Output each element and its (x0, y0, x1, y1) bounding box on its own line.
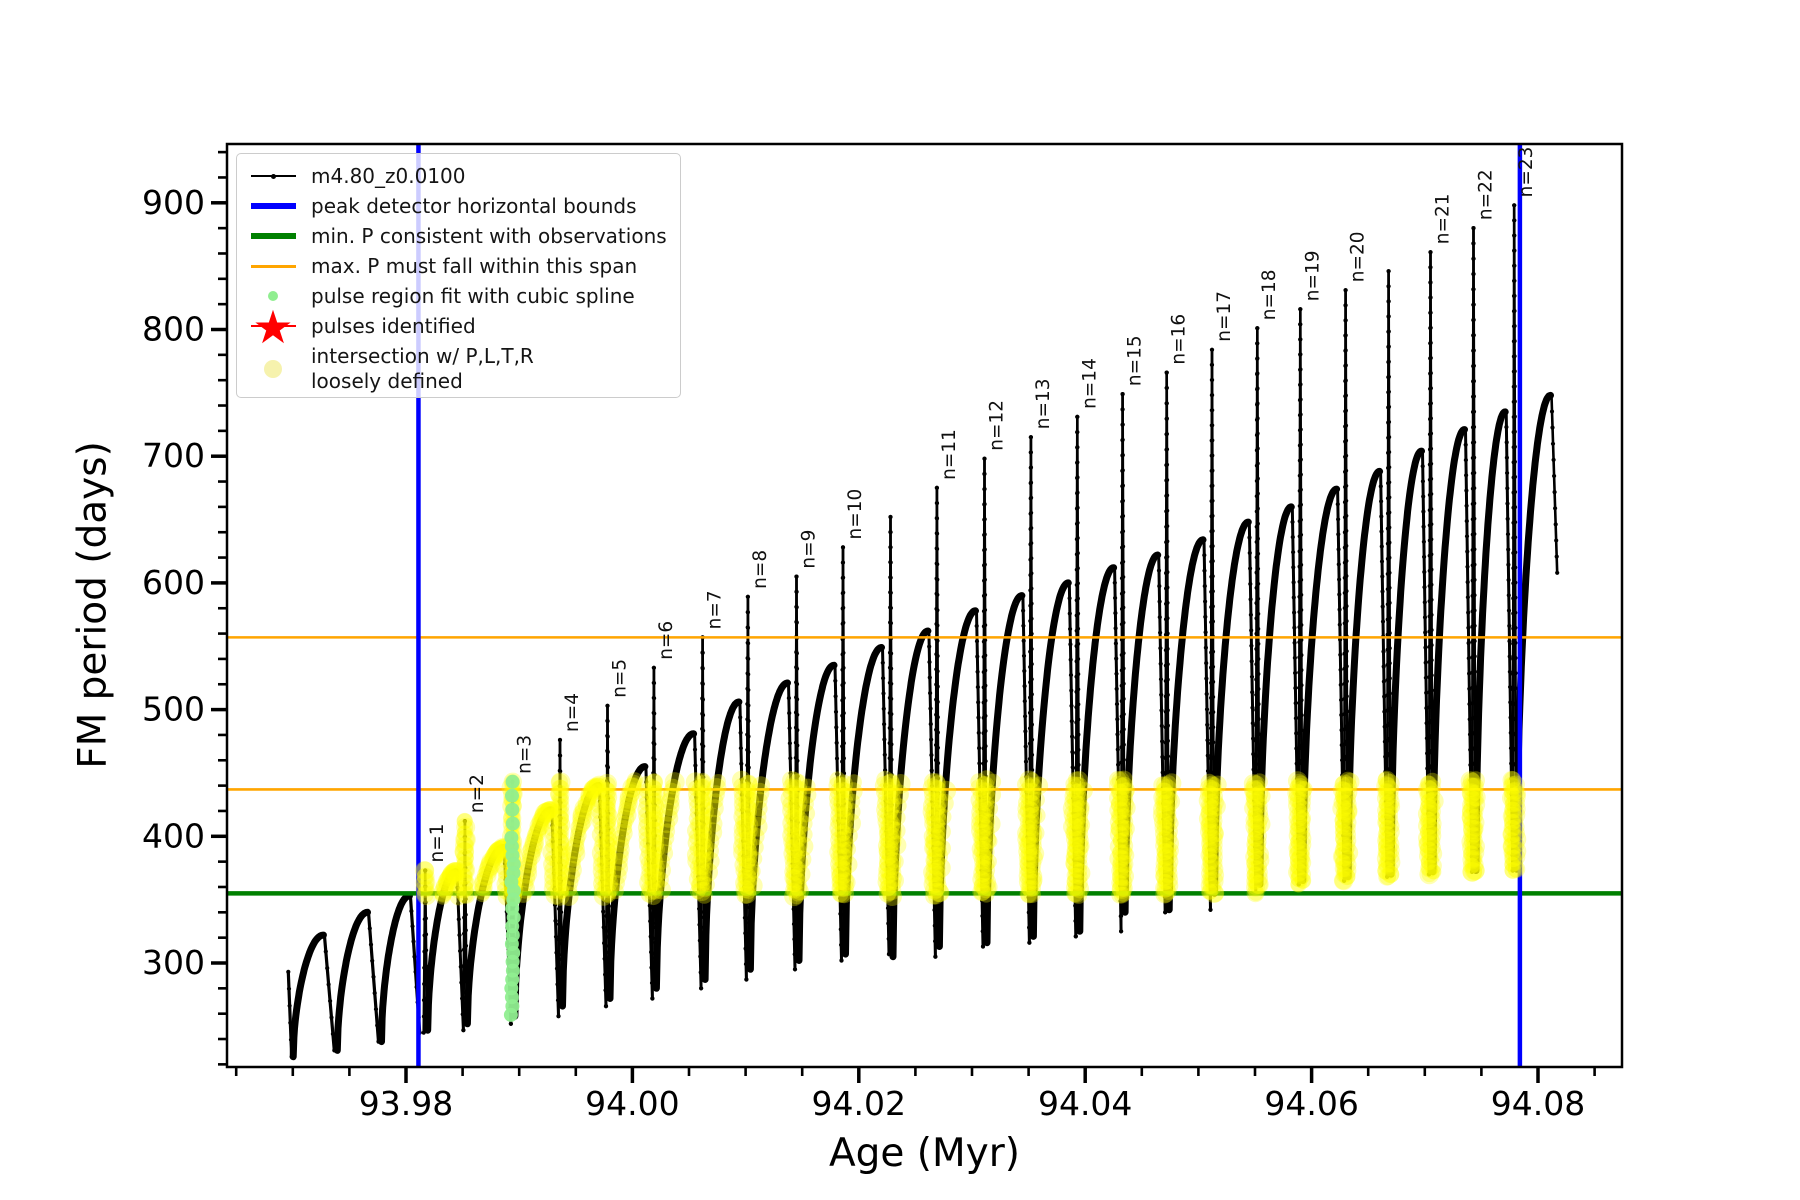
legend-entry-peak-bounds: peak detector horizontal bounds (245, 191, 670, 221)
legend-label: m4.80_z0.0100 (311, 163, 466, 188)
svg-text:n=17: n=17 (1214, 291, 1235, 342)
legend-label: pulses identified (311, 313, 476, 338)
legend-label: pulse region fit with cubic spline (311, 283, 635, 308)
legend-label: min. P consistent with observations (311, 223, 667, 248)
blue-line-marker (250, 203, 296, 209)
svg-text:n=14: n=14 (1079, 358, 1100, 409)
legend-entry-pulse-region: pulse region fit with cubic spline (245, 281, 670, 311)
svg-text:n=21: n=21 (1432, 193, 1453, 244)
legend-entry-min-p: min. P consistent with observations (245, 221, 670, 251)
svg-text:n=11: n=11 (939, 429, 960, 480)
series-line-marker (250, 173, 296, 179)
svg-text:94.04: 94.04 (1038, 1084, 1132, 1123)
svg-text:900: 900 (142, 183, 205, 222)
legend-entry-max-p: max. P must fall within this span (245, 251, 670, 281)
svg-text:n=6: n=6 (656, 621, 677, 660)
svg-text:94.06: 94.06 (1264, 1084, 1358, 1123)
legend-label: intersection w/ P,L,T,R loosely defined (311, 344, 534, 393)
lightgreen-dot-marker (268, 291, 278, 301)
legend-label: max. P must fall within this span (311, 253, 638, 278)
x-axis-label: Age (Myr) (828, 1131, 1021, 1176)
legend-label: peak detector horizontal bounds (311, 193, 637, 218)
svg-text:n=16: n=16 (1169, 314, 1190, 365)
paleyellow-dot-marker (264, 360, 282, 378)
svg-text:n=19: n=19 (1302, 250, 1323, 301)
green-line-marker (250, 233, 296, 239)
svg-text:n=10: n=10 (845, 489, 866, 540)
svg-text:n=2: n=2 (467, 774, 488, 813)
orange-line-marker (250, 264, 296, 268)
svg-text:n=12: n=12 (986, 400, 1007, 451)
svg-text:300: 300 (142, 943, 205, 982)
svg-text:400: 400 (142, 816, 205, 855)
svg-text:n=7: n=7 (705, 590, 726, 629)
svg-text:n=20: n=20 (1348, 231, 1369, 282)
svg-text:n=8: n=8 (750, 550, 771, 589)
svg-text:n=13: n=13 (1033, 378, 1054, 429)
svg-text:n=3: n=3 (514, 735, 535, 774)
svg-text:n=9: n=9 (799, 530, 820, 569)
legend-entry-series: m4.80_z0.0100 (245, 161, 670, 191)
svg-text:n=22: n=22 (1475, 169, 1496, 220)
svg-text:n=18: n=18 (1259, 269, 1280, 320)
svg-text:500: 500 (142, 690, 205, 729)
svg-text:800: 800 (142, 310, 205, 349)
svg-text:94.02: 94.02 (812, 1084, 906, 1123)
legend-entry-intersection: intersection w/ P,L,T,R loosely defined (245, 341, 670, 397)
svg-text:n=15: n=15 (1125, 335, 1146, 386)
svg-text:93.98: 93.98 (359, 1084, 453, 1123)
red-star-icon: ★ (250, 300, 296, 354)
svg-text:700: 700 (142, 436, 205, 475)
legend: m4.80_z0.0100 peak detector horizontal b… (236, 153, 681, 398)
svg-text:600: 600 (142, 563, 205, 602)
svg-text:n=1: n=1 (427, 824, 448, 863)
svg-text:n=23: n=23 (1516, 147, 1537, 198)
legend-entry-pulses-identified: ★ pulses identified (245, 300, 670, 354)
svg-text:n=4: n=4 (562, 693, 583, 732)
svg-text:94.00: 94.00 (585, 1084, 679, 1123)
y-axis-label: FM period (days) (70, 441, 116, 769)
svg-text:n=5: n=5 (609, 659, 630, 698)
svg-text:94.08: 94.08 (1491, 1084, 1585, 1123)
